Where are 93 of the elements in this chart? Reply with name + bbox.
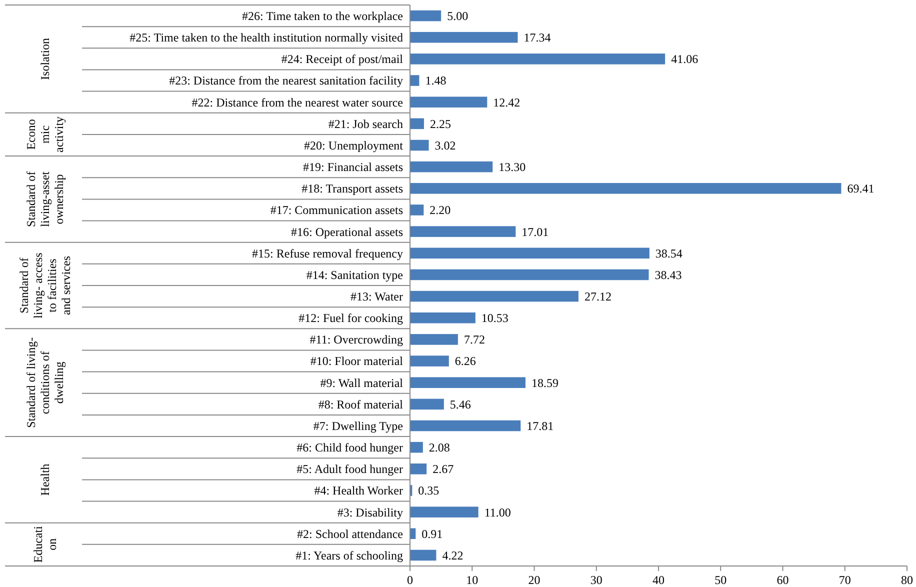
x-tick-label: 50 xyxy=(714,573,727,587)
bar xyxy=(410,204,424,216)
text: Standard of living-conditions of dwelling xyxy=(24,337,66,428)
data-label: 41.06 xyxy=(671,52,698,66)
bar xyxy=(410,377,526,388)
data-label: 0.35 xyxy=(418,484,440,498)
data-label: 2.25 xyxy=(430,116,451,131)
data-label: 11.00 xyxy=(484,505,511,520)
bar xyxy=(410,356,449,366)
bar xyxy=(410,528,416,540)
data-label: 5.00 xyxy=(447,8,468,23)
data-label: 17.81 xyxy=(526,418,554,433)
y-tick-label: #19: Financial assets xyxy=(303,160,404,174)
bar xyxy=(410,506,478,518)
y-tick-label: #13: Water xyxy=(350,289,403,304)
bar xyxy=(410,161,493,172)
data-label: 17.34 xyxy=(524,30,551,45)
text: Economic activity xyxy=(24,116,66,152)
data-label: 6.26 xyxy=(454,354,476,368)
y-tick-label: #22: Distance from the nearest water source xyxy=(192,95,403,110)
y-tick-label: #8: Roof material xyxy=(318,397,404,412)
x-tick-label: 40 xyxy=(652,573,664,587)
data-label: 5.46 xyxy=(450,397,471,412)
text: Education xyxy=(31,525,60,563)
bar xyxy=(410,464,427,474)
data-label: 10.53 xyxy=(481,311,508,326)
y-tick-label: #1: Years of schooling xyxy=(296,548,403,562)
bar xyxy=(410,140,429,151)
y-tick-label: #10: Floor material xyxy=(310,354,404,368)
y-tick-label: #11: Overcrowding xyxy=(310,332,403,347)
data-label: 2.20 xyxy=(430,203,451,218)
text: Health xyxy=(38,464,52,496)
bar xyxy=(410,32,518,43)
data-label: 0.91 xyxy=(422,526,443,541)
data-label: 2.08 xyxy=(428,440,450,455)
data-label: 2.67 xyxy=(432,462,454,476)
y-tick-label: #21: Job search xyxy=(328,116,403,131)
data-label: 69.41 xyxy=(847,182,874,196)
data-label: 3.02 xyxy=(434,138,456,152)
bar xyxy=(410,226,516,237)
y-tick-label: #14: Sanitation type xyxy=(306,268,403,282)
y-tick-label: #26: Time taken to the workplace xyxy=(242,8,403,23)
x-tick-label: 10 xyxy=(466,573,478,587)
y-tick-label: #7: Dwelling Type xyxy=(313,418,403,433)
y-tick-label: #17: Communication assets xyxy=(270,203,404,218)
bar xyxy=(410,312,476,324)
y-tick-label: #12: Fuel for cooking xyxy=(298,311,403,326)
y-tick-label: #6: Child food hunger xyxy=(296,440,403,455)
y-tick-label: #5: Adult food hunger xyxy=(296,462,403,476)
data-label: 38.54 xyxy=(655,246,682,260)
y-tick-label: #18: Transport assets xyxy=(302,182,404,196)
data-label: 12.42 xyxy=(493,95,520,110)
y-tick-label: #2: School attendance xyxy=(297,526,403,541)
data-label: 27.12 xyxy=(584,289,612,304)
y-tick-label: #25: Time taken to the health institution normally visited xyxy=(130,30,403,45)
x-tick-label: 80 xyxy=(901,573,913,587)
y-tick-label: #20: Unemployment xyxy=(304,138,404,152)
data-label: 17.01 xyxy=(522,224,549,239)
y-tick-label: #16: Operational assets xyxy=(291,224,404,239)
bar xyxy=(410,550,436,561)
y-tick-label: #15: Refuse removal frequency xyxy=(252,246,403,260)
data-label: 13.30 xyxy=(498,160,526,174)
data-label: 4.22 xyxy=(442,548,464,562)
data-label: 7.72 xyxy=(464,332,485,347)
data-label: 1.48 xyxy=(425,74,446,88)
x-tick-label: 0 xyxy=(407,573,413,587)
x-tick-label: 30 xyxy=(590,573,602,587)
bar xyxy=(410,118,424,130)
bar xyxy=(410,398,444,410)
text: Standard of living-asset ownership xyxy=(24,170,66,228)
y-tick-label: #3: Disability xyxy=(337,505,403,520)
y-tick-label: #4: Health Worker xyxy=(314,484,403,498)
bar xyxy=(410,75,420,86)
data-label: 38.43 xyxy=(654,268,682,282)
bar xyxy=(410,10,442,22)
bar xyxy=(410,54,666,64)
x-tick-label: 60 xyxy=(776,573,789,587)
y-tick-label: #23: Distance from the nearest sanitation facility xyxy=(169,74,403,88)
data-label: 18.59 xyxy=(531,376,558,390)
y-tick-label: #9: Wall material xyxy=(320,376,404,390)
bar xyxy=(410,96,488,108)
x-tick-label: 70 xyxy=(838,573,851,587)
bar xyxy=(410,290,578,302)
bar xyxy=(410,269,649,280)
text: Standard of living- access to facilities and services xyxy=(17,252,74,318)
bar xyxy=(410,183,842,194)
bar xyxy=(410,334,458,345)
bar xyxy=(410,248,650,259)
text: Isolation xyxy=(38,38,52,80)
bar xyxy=(410,442,423,453)
bar xyxy=(410,420,521,432)
y-tick-label: #24: Receipt of post/mail xyxy=(281,52,404,66)
x-tick-label: 20 xyxy=(528,573,540,587)
